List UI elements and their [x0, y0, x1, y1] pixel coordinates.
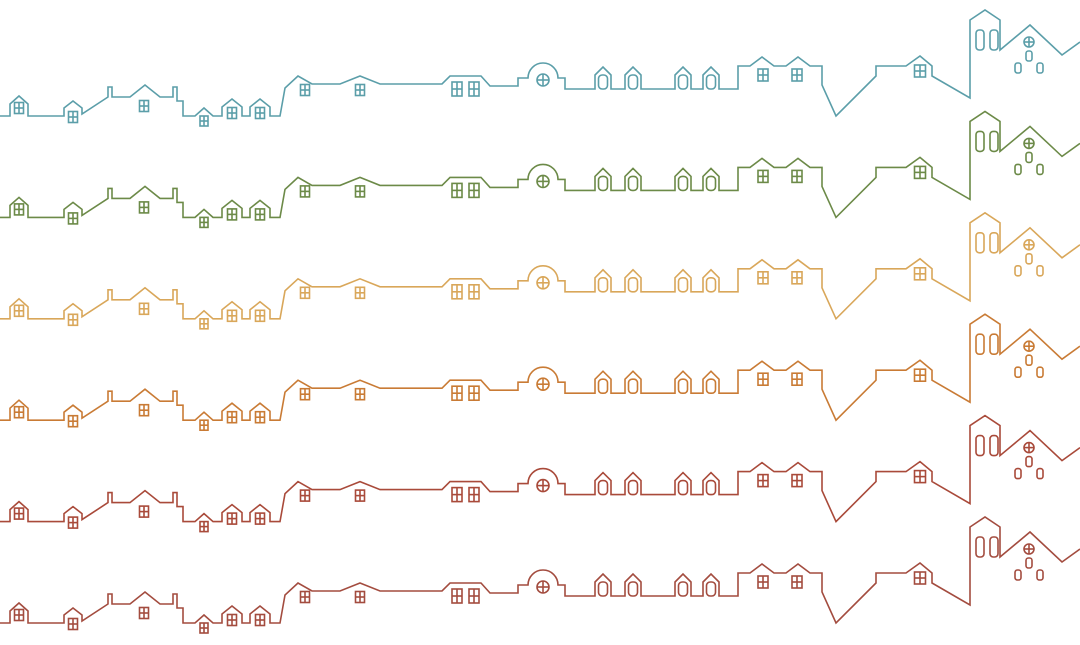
skyline-row: [0, 414, 1080, 533]
skyline-row: [0, 9, 1080, 127]
skyline-row: [0, 212, 1080, 330]
skyline-row: [0, 516, 1080, 634]
skyline-row: [0, 110, 1080, 229]
skyline-row: [0, 313, 1080, 432]
